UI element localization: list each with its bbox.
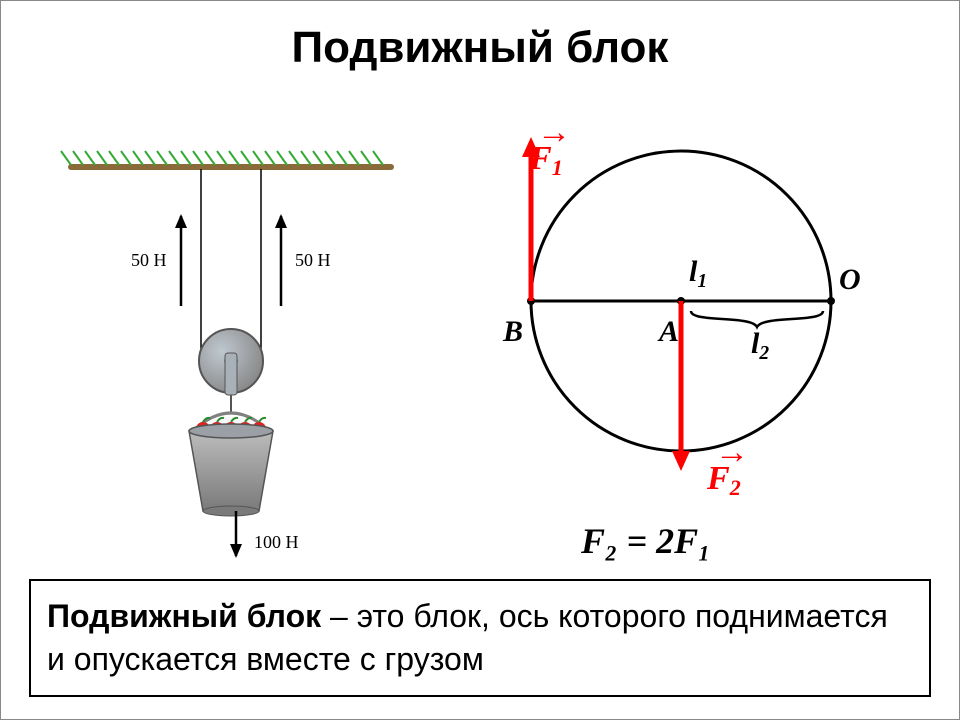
svg-text:50 Н: 50 Н — [295, 250, 331, 270]
definition-term: Подвижный блок — [47, 598, 321, 634]
svg-text:B: B — [502, 315, 523, 348]
svg-text:A: A — [657, 315, 679, 348]
force-circle-diagram: BAOl1l2→F1→F2 F₂ = 2F₁ — [451, 111, 911, 571]
pulley-diagram: 50 Н 50 Н 100 Н — [51, 141, 411, 571]
svg-text:50 Н: 50 Н — [131, 250, 167, 270]
page-title: Подвижный блок — [1, 1, 959, 73]
definition-box: Подвижный блок – это блок, ось которого … — [29, 579, 931, 697]
formula-text: F₂ = 2F₁ — [581, 520, 911, 562]
svg-text:100 Н: 100 Н — [254, 532, 299, 552]
svg-text:O: O — [839, 263, 861, 296]
diagram-area: 50 Н50 Н100 Н BAOl1l2→F1→F2 F₂ = 2F₁ — [1, 101, 959, 599]
svg-text:l1: l1 — [689, 255, 707, 292]
svg-text:l2: l2 — [751, 327, 769, 364]
